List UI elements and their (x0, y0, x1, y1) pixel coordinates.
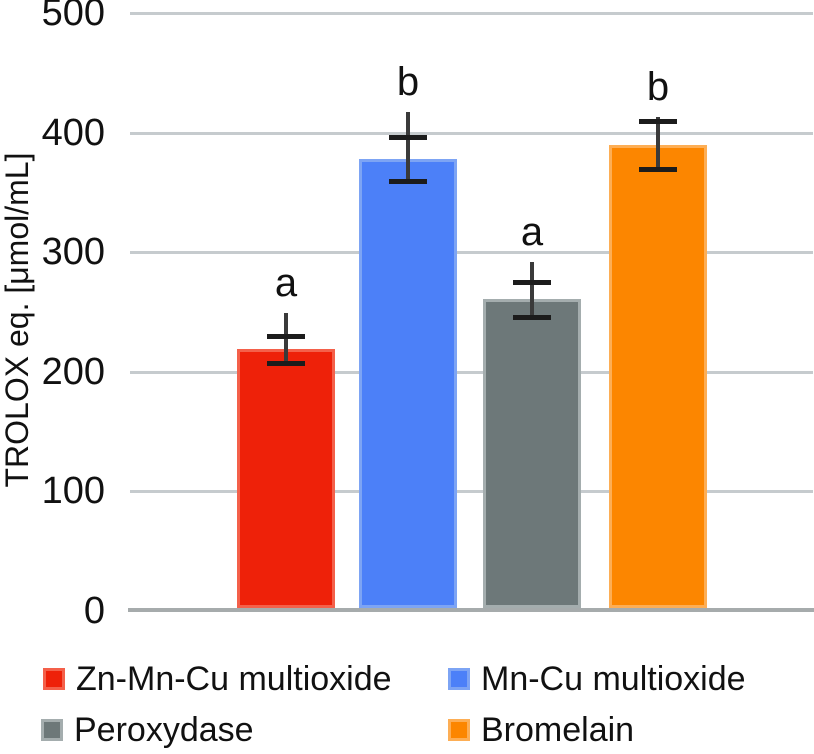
legend-item-bromelain: Bromelain (448, 713, 634, 747)
y-tick-label: 300 (41, 231, 105, 274)
significance-letter: b (646, 65, 670, 110)
legend-label: Peroxydase (74, 711, 254, 749)
legend-label: Zn-Mn-Cu multioxide (76, 660, 392, 698)
legend-label: Bromelain (481, 711, 635, 749)
error-bar-top-cap (639, 118, 677, 124)
legend-item-mn-cu-multioxide: Mn-Cu multioxide (448, 662, 746, 696)
error-bar-bottom-cap (513, 314, 551, 320)
legend-item-peroxydase: Peroxydase (41, 713, 254, 747)
legend-swatch-zn-mn-cu-multioxide (43, 668, 65, 690)
significance-letter: b (396, 60, 420, 105)
error-bar-bottom-cap (389, 179, 427, 185)
x-axis-line (128, 608, 814, 612)
error-bar-line (656, 117, 660, 173)
error-bar-bottom-cap (639, 167, 677, 173)
gridline (130, 490, 813, 494)
y-tick-label: 500 (41, 0, 105, 34)
error-bar-line (406, 112, 410, 185)
error-bar-top-cap (513, 280, 551, 286)
bar-mn-cu-multioxide (359, 158, 457, 608)
error-bar-line (530, 261, 534, 320)
bar-zn-mn-cu-multioxide (237, 349, 335, 608)
significance-letter: a (520, 209, 544, 254)
error-bar-top-cap (389, 135, 427, 141)
error-bar-bottom-cap (267, 361, 305, 367)
bar-bromelain (609, 144, 707, 608)
legend-swatch-mn-cu-multioxide (448, 668, 470, 690)
gridline (130, 370, 813, 374)
bar-peroxydase (483, 298, 581, 608)
y-tick-label: 400 (41, 111, 105, 154)
significance-letter: a (274, 261, 298, 306)
error-bar-top-cap (267, 333, 305, 339)
legend-swatch-peroxydase (41, 719, 63, 741)
y-axis-title: TROLOX eq. [μmol/mL] (0, 152, 35, 488)
gridline (130, 131, 813, 135)
y-tick-label: 200 (41, 350, 105, 393)
legend-label: Mn-Cu multioxide (481, 660, 746, 698)
y-tick-label: 0 (83, 590, 105, 632)
error-bar-line (284, 313, 288, 367)
legend-item-zn-mn-cu-multioxide: Zn-Mn-Cu multioxide (43, 662, 392, 696)
legend-swatch-bromelain (448, 719, 470, 741)
y-tick-label: 100 (41, 470, 105, 513)
gridline (130, 12, 813, 15)
gridline (130, 251, 813, 255)
